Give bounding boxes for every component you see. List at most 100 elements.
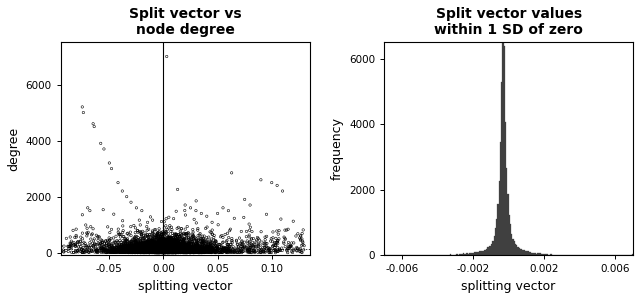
Point: [154, 249, 164, 254]
Point: [156, 247, 166, 252]
Point: [161, 247, 171, 252]
Point: [177, 247, 187, 252]
Point: [164, 244, 175, 249]
Point: [146, 248, 156, 253]
Point: [164, 248, 175, 253]
Point: [189, 246, 200, 251]
Point: [163, 248, 173, 253]
Point: [164, 241, 175, 246]
Point: [168, 247, 179, 251]
Point: [173, 245, 184, 250]
Point: [144, 248, 154, 253]
Point: [178, 250, 188, 255]
Point: [129, 246, 139, 251]
Point: [159, 247, 169, 252]
Point: [198, 248, 208, 253]
Point: [206, 246, 216, 251]
Point: [173, 249, 184, 254]
Point: [175, 250, 185, 254]
Point: [162, 246, 172, 251]
Point: [163, 248, 173, 253]
Point: [135, 250, 145, 254]
Point: [165, 250, 175, 255]
Point: [154, 241, 164, 246]
Point: [138, 248, 148, 253]
Point: [184, 249, 194, 254]
Point: [244, 250, 255, 255]
Point: [156, 246, 166, 251]
Point: [177, 246, 187, 251]
Point: [148, 249, 158, 254]
Point: [150, 248, 160, 253]
Point: [128, 243, 138, 248]
Point: [172, 245, 182, 250]
Point: [231, 248, 241, 252]
Point: [262, 241, 272, 246]
Point: [136, 250, 146, 255]
Point: [177, 248, 187, 253]
Point: [174, 248, 184, 253]
Point: [152, 250, 163, 255]
Point: [150, 249, 161, 254]
Point: [144, 249, 154, 254]
Point: [285, 243, 296, 248]
Point: [154, 250, 164, 255]
Point: [154, 244, 164, 249]
Point: [150, 246, 161, 250]
Point: [248, 249, 259, 254]
Point: [180, 249, 191, 254]
Point: [163, 248, 173, 253]
Point: [148, 237, 159, 242]
Point: [191, 220, 202, 225]
Point: [142, 239, 152, 244]
Point: [177, 247, 187, 252]
Point: [156, 249, 166, 254]
Point: [152, 250, 163, 255]
Y-axis label: frequency: frequency: [330, 118, 344, 181]
Point: [175, 246, 186, 250]
Point: [142, 247, 152, 251]
Point: [174, 249, 184, 254]
Point: [96, 238, 106, 242]
Point: [154, 244, 164, 249]
Point: [138, 250, 148, 255]
Point: [161, 243, 172, 248]
Point: [150, 249, 161, 254]
Point: [168, 246, 179, 251]
Point: [154, 244, 164, 249]
Point: [115, 250, 125, 254]
Point: [156, 249, 166, 254]
Point: [170, 242, 180, 247]
Point: [186, 248, 196, 253]
Point: [165, 249, 175, 254]
Point: [131, 246, 141, 251]
Point: [157, 250, 167, 255]
Point: [132, 249, 142, 254]
Point: [164, 244, 175, 249]
Point: [177, 242, 188, 247]
Point: [155, 250, 165, 255]
Point: [154, 243, 164, 248]
Point: [195, 231, 205, 236]
Point: [138, 250, 148, 255]
Point: [157, 246, 167, 251]
Point: [149, 247, 159, 251]
Point: [144, 248, 154, 253]
Point: [132, 248, 143, 253]
Point: [224, 250, 234, 254]
Point: [122, 248, 132, 253]
Point: [138, 246, 148, 251]
Point: [159, 250, 169, 254]
Point: [157, 240, 168, 245]
Point: [161, 248, 171, 253]
Point: [127, 249, 138, 254]
Point: [184, 248, 195, 253]
Point: [132, 250, 143, 255]
Point: [167, 246, 177, 251]
Point: [191, 244, 202, 249]
Point: [154, 248, 164, 252]
Point: [157, 249, 167, 254]
Point: [154, 248, 164, 253]
Point: [166, 247, 176, 252]
Point: [154, 245, 164, 250]
